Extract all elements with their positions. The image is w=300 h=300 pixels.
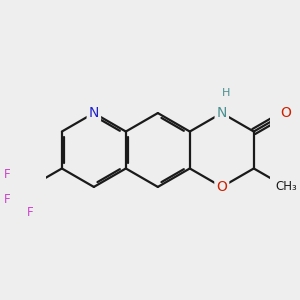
Text: F: F — [4, 167, 11, 181]
Text: F: F — [27, 206, 33, 219]
Text: F: F — [4, 194, 11, 206]
Text: N: N — [217, 106, 227, 120]
Text: O: O — [280, 106, 291, 120]
Text: O: O — [216, 180, 227, 194]
Text: CH₃: CH₃ — [275, 180, 297, 194]
Text: H: H — [222, 88, 230, 98]
Text: N: N — [89, 106, 99, 120]
